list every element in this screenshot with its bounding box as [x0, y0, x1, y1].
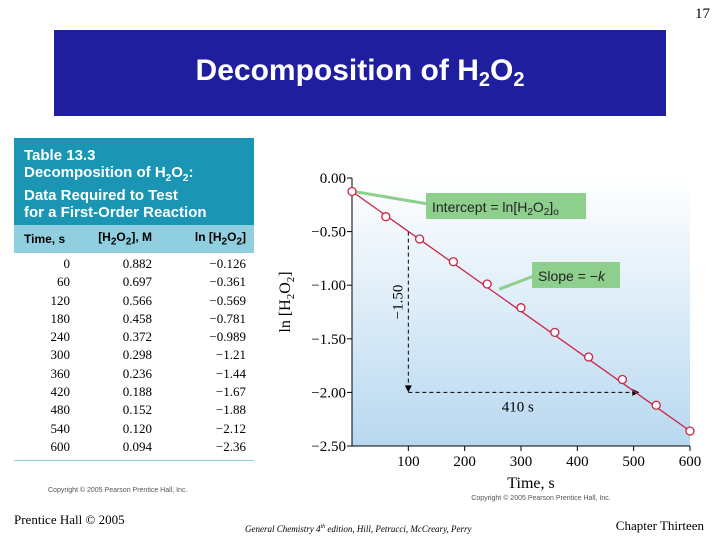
table-cell: −2.12: [215, 420, 246, 436]
table-row: 60 0.697 −0.361: [14, 273, 254, 291]
table-cell: 120: [50, 292, 71, 308]
table-body: 0 0.882 −0.126 60 0.697 −0.361 120 0.566 −0.569 1…: [14, 253, 254, 456]
slope-label: Slope = −k: [538, 268, 606, 284]
table-cell: 0.236: [122, 365, 152, 381]
table-cell: 0.298: [122, 347, 152, 363]
table-cell: −0.361: [209, 274, 246, 290]
table-cell: −2.36: [215, 438, 246, 454]
footer-textbook: General Chemistry 4th edition, Hill, Pet…: [245, 524, 472, 534]
data-table: Table 13.3 Decomposition of H2O2: Data R…: [14, 138, 254, 486]
table-cell: −1.67: [215, 384, 246, 400]
table-cell: −0.569: [209, 292, 246, 308]
table-row: 180 0.458 −0.781: [14, 310, 254, 328]
table-cell: 0.882: [122, 256, 152, 271]
table-caption-line: Decomposition of H2O2:: [24, 164, 194, 184]
table-cell: 360: [50, 365, 71, 381]
ln-concentration-chart: 0.00 −0.50 −1.00 −1.50 −2.00 −2.50 100 200 300 40…: [277, 171, 702, 502]
table-cell: 0.697: [122, 274, 152, 290]
table-cell: 0.566: [122, 292, 152, 308]
table-row: 120 0.566 −0.569: [14, 292, 254, 310]
y-tick-label: 0.00: [320, 171, 346, 187]
run-label: 410 s: [502, 399, 534, 415]
footer-publisher: Prentice Hall © 2005: [14, 512, 125, 527]
x-tick-label: 200: [453, 454, 476, 470]
table-caption: Table 13.3 Decomposition of H2O2: Data R…: [14, 138, 254, 225]
table-row: 540 0.120 −2.12: [14, 420, 254, 438]
x-axis-label: Time, s: [507, 475, 554, 492]
table-header-row: Time, s [H2O2], M ln [H2O2]: [14, 225, 254, 253]
slide-title: Decomposition of H2O2: [195, 54, 525, 91]
slope-pointer: [498, 274, 535, 291]
table-row: 300 0.298 −1.21: [14, 346, 254, 364]
table-cell: 0.094: [122, 438, 152, 454]
table-cell: 0: [63, 256, 71, 271]
y-tick-label: −2.50: [311, 439, 346, 455]
column-header: ln [H2O2]: [194, 230, 246, 248]
table-caption-line: Data Required to Test: [24, 187, 178, 204]
data-point: [550, 327, 560, 338]
table-row: 360 0.236 −1.44: [14, 365, 254, 383]
y-tick-label: −1.50: [311, 332, 346, 348]
data-point: [381, 212, 391, 222]
table-cell: 420: [50, 384, 71, 400]
table-cell: −0.781: [209, 310, 246, 326]
x-tick-label: 100: [397, 454, 420, 470]
table-cell: −0.126: [209, 256, 246, 271]
rise-label: −1.50: [390, 285, 406, 320]
table-row: 420 0.188 −1.67: [14, 383, 254, 401]
intercept-pointer: [353, 190, 429, 206]
table-cell: 0.458: [122, 310, 152, 326]
table-cell: 0.152: [122, 402, 152, 418]
table-cell: −1.21: [215, 347, 246, 363]
table-cell: −1.88: [215, 402, 246, 418]
data-point: [685, 426, 695, 436]
data-point: [347, 186, 357, 197]
table-cell: 0.372: [122, 329, 152, 345]
data-point: [516, 303, 526, 313]
x-tick-label: 500: [622, 454, 645, 470]
table-caption-line: for a First-Order Reaction: [24, 204, 207, 221]
footer-chapter: Chapter Thirteen: [615, 518, 704, 533]
table-cell: 60: [57, 274, 70, 290]
table-cell: 480: [50, 402, 71, 418]
table-cell: 180: [50, 310, 71, 326]
chart-copyright: Copyright © 2005 Pearson Prentice Hall, …: [471, 494, 610, 502]
table-cell: −1.44: [215, 365, 246, 381]
title-banner: Decomposition of H2O2: [54, 30, 666, 116]
y-tick-label: −2.00: [311, 385, 346, 401]
x-tick-label: 400: [566, 454, 589, 470]
y-tick-label: −0.50: [311, 225, 346, 241]
table-row: 240 0.372 −0.989: [14, 328, 254, 346]
data-point: [651, 400, 661, 410]
data-point: [448, 257, 459, 267]
column-header: [H2O2], M: [98, 230, 152, 248]
table-cell: 300: [50, 347, 71, 363]
data-point: [617, 374, 628, 385]
table-cell: 240: [50, 329, 71, 345]
intercept-callout: [426, 193, 586, 219]
table-row: 480 0.152 −1.88: [14, 401, 254, 419]
table-copyright: Copyright © 2005 Pearson Prentice Hall, …: [48, 487, 188, 494]
table-divider: [14, 460, 254, 462]
table-cell: −0.989: [209, 329, 246, 345]
column-header: Time, s: [24, 232, 66, 246]
table-cell: 0.120: [122, 420, 152, 436]
data-point: [414, 234, 425, 244]
y-axis-label: ln [H2O2]: [277, 271, 297, 332]
x-tick-label: 300: [510, 454, 533, 470]
data-point: [482, 279, 492, 289]
x-tick-label: 600: [679, 454, 702, 470]
table-cell: 540: [50, 420, 71, 436]
table-row: 600 0.094 −2.36: [14, 438, 254, 456]
table-cell: 0.188: [122, 384, 152, 400]
table-cell: 600: [50, 438, 71, 454]
table-row: 0 0.882 −0.126: [14, 255, 254, 273]
slope-callout: [532, 262, 620, 288]
data-point: [583, 352, 594, 362]
slide-number: 17: [695, 6, 710, 22]
table-caption-line: Table 13.3: [24, 147, 96, 164]
rise-arrowhead: [404, 385, 412, 393]
y-tick-label: −1.00: [311, 278, 346, 294]
